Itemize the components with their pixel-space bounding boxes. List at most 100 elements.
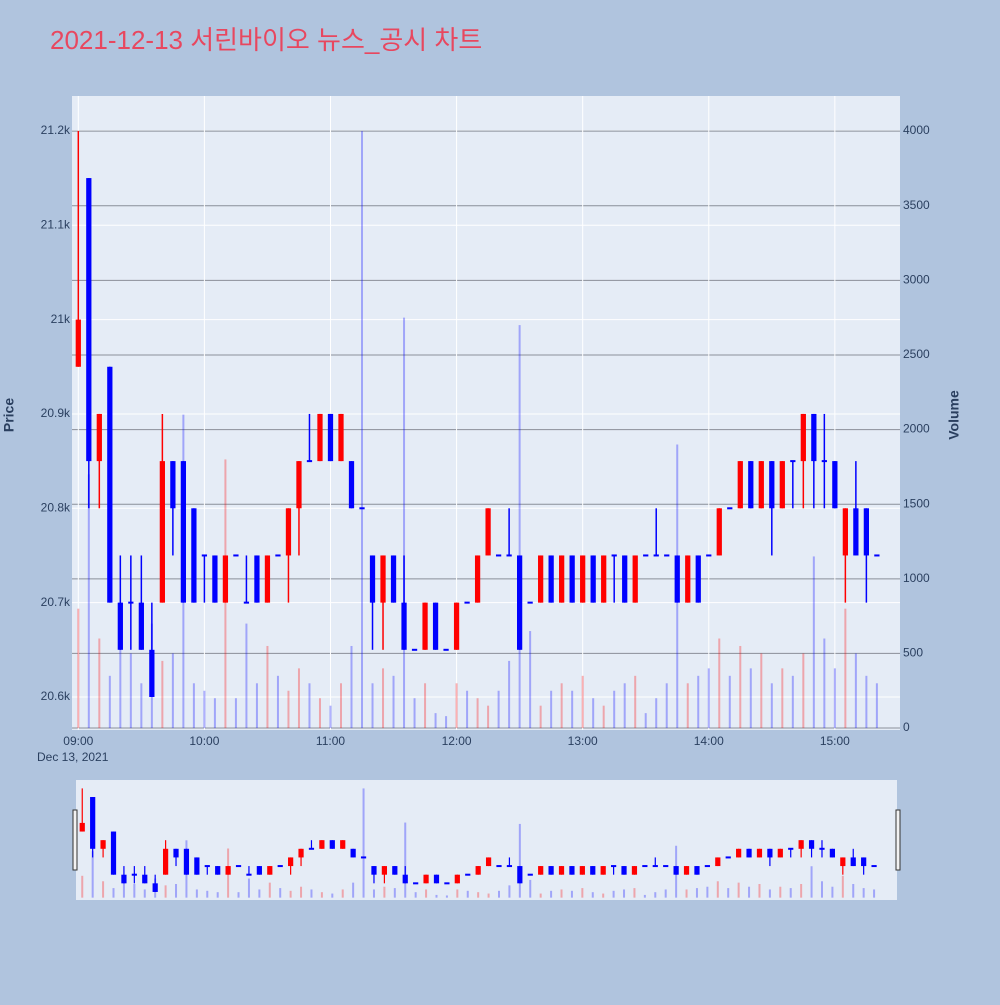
volume-bar — [760, 653, 763, 729]
slider-candle-body — [590, 866, 596, 875]
slider-volume-bar — [331, 893, 334, 898]
volume-bar — [77, 608, 80, 729]
candle-body — [748, 461, 754, 509]
slider-candle-body — [527, 873, 533, 876]
candle-body — [180, 461, 187, 603]
candle-body — [422, 602, 428, 650]
slider-candle-body — [79, 822, 85, 832]
slider-candle-body — [329, 840, 335, 849]
slider-volume-bar — [550, 890, 553, 898]
y-tick-label: 20.7k — [41, 595, 71, 609]
slider-volume-bar — [706, 886, 709, 898]
candle-body — [233, 554, 239, 557]
candle-body — [495, 554, 502, 557]
slider-volume-bar — [237, 892, 240, 898]
volume-bar — [707, 668, 710, 729]
candle-body — [170, 461, 176, 509]
volume-bar — [749, 668, 752, 729]
candle-body — [590, 555, 596, 603]
slider-volume-bar — [862, 888, 865, 898]
slider-candle-body — [277, 865, 283, 868]
volume-bar — [98, 638, 101, 729]
slider-volume-bar — [623, 889, 626, 898]
slider-volume-bar — [247, 878, 250, 898]
slider-handle-left[interactable] — [72, 809, 78, 871]
volume-bar — [844, 608, 847, 729]
slider-volume-bar — [560, 889, 563, 898]
slider-volume-bar — [831, 886, 834, 898]
slider-volume-bar — [341, 889, 344, 898]
candle-body — [327, 413, 334, 462]
slider-candle-body — [298, 848, 304, 858]
candle-body — [401, 602, 407, 650]
candle-body — [874, 554, 880, 557]
slider-handle-right[interactable] — [895, 809, 901, 871]
slider-volume-bar — [279, 888, 282, 898]
slider-candle-body — [579, 866, 585, 875]
volume-bar — [382, 668, 385, 729]
y2-tick-label: 1500 — [903, 496, 930, 510]
slider-candle-body — [631, 866, 638, 875]
slider-volume-bar — [779, 886, 782, 898]
slider-candle-body — [736, 848, 742, 858]
slider-candle-body — [506, 865, 513, 868]
slider-volume-bar — [498, 890, 501, 898]
slider-volume-bar — [258, 889, 261, 898]
y2-tick-label: 4000 — [903, 123, 930, 137]
volume-bar — [497, 690, 500, 729]
volume-bar — [371, 683, 374, 729]
slider-volume-bar — [445, 895, 448, 898]
slider-candle-body — [788, 847, 794, 850]
slider-volume-bar — [841, 875, 844, 898]
volume-bar — [602, 705, 605, 729]
slider-candle-body — [861, 857, 867, 867]
range-slider[interactable] — [76, 780, 897, 900]
slider-candle-body — [756, 848, 763, 858]
slider-volume-bar — [466, 890, 469, 898]
slider-candle-body — [829, 848, 836, 858]
x-tick-label: 14:00 — [694, 734, 724, 748]
slider-volume-bar — [508, 885, 511, 898]
candle-body — [464, 601, 470, 604]
candle-body — [548, 555, 554, 603]
slider-candle-body — [350, 848, 356, 858]
slider-volume-bar — [112, 888, 115, 898]
slider-candle-body — [694, 866, 700, 875]
candle-body — [758, 461, 764, 509]
slider-volume-bar — [300, 886, 303, 898]
y-tick-label: 20.8k — [41, 500, 71, 514]
volume-bar — [297, 668, 300, 729]
slider-candle-body — [110, 831, 117, 875]
candle-body — [75, 319, 81, 367]
slider-candle-body — [402, 874, 408, 884]
slider-volume-bar — [383, 886, 386, 898]
volume-bar — [213, 698, 216, 729]
slider-candle-body — [840, 857, 846, 867]
slider-volume-bar — [164, 885, 167, 898]
y2-axis-title: Volume — [946, 390, 962, 440]
candle-body — [538, 555, 544, 603]
slider-volume-bar — [789, 888, 792, 898]
volume-bar — [823, 638, 826, 729]
candle-body — [516, 555, 523, 650]
volume-bar — [634, 675, 637, 729]
volume-bar — [339, 683, 342, 729]
volume-bar — [833, 668, 836, 729]
slider-candle-body — [600, 866, 606, 875]
volume-bar — [287, 690, 290, 729]
slider-candle-body — [194, 857, 200, 875]
candle-body — [685, 555, 691, 603]
candle-body — [128, 601, 134, 604]
volume-bar — [466, 690, 469, 729]
candle-body — [779, 461, 785, 509]
slider-candle-body — [131, 873, 137, 876]
slider-candle-body — [90, 797, 96, 849]
candle-body — [254, 555, 260, 603]
volume-bar — [266, 645, 269, 729]
candle-body — [653, 554, 659, 557]
slider-candle-body — [204, 865, 210, 868]
slider-volume-bar — [414, 892, 417, 898]
slider-candle-body — [569, 866, 575, 875]
volume-bar — [508, 660, 511, 729]
